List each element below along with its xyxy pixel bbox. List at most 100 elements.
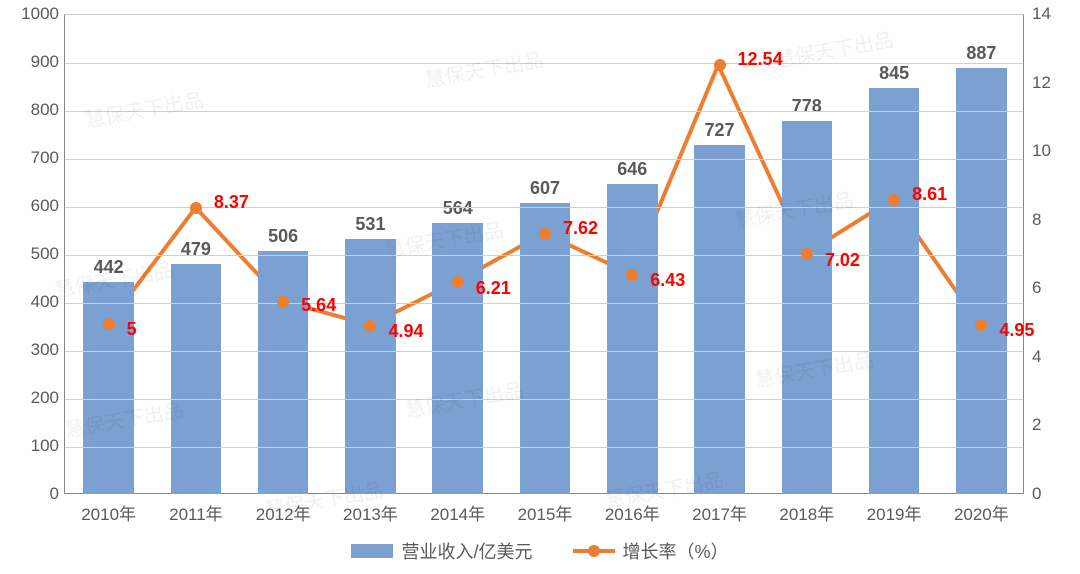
y-left-tick: 800	[9, 100, 59, 120]
bar-group: 506	[258, 14, 309, 494]
x-category-label: 2014年	[414, 500, 501, 525]
bar-group: 479	[171, 14, 222, 494]
y-left-tick: 200	[9, 388, 59, 408]
bar-group: 531	[345, 14, 396, 494]
line-value-label: 7.62	[563, 218, 598, 239]
line-value-label: 6.43	[650, 270, 685, 291]
x-category-label: 2015年	[501, 500, 588, 525]
line-marker	[364, 320, 376, 332]
combo-chart: 442479506531564607646727778845887 2010年2…	[4, 4, 1076, 570]
x-category-label: 2012年	[240, 500, 327, 525]
x-category-label: 2019年	[850, 500, 937, 525]
bar-value-label: 887	[951, 43, 1012, 64]
gridline	[65, 111, 1023, 112]
bar	[520, 203, 571, 494]
gridline	[65, 399, 1023, 400]
x-category-label: 2011年	[152, 500, 239, 525]
x-category-label: 2013年	[327, 500, 414, 525]
bar-group: 607	[520, 14, 571, 494]
line-marker	[801, 248, 813, 260]
line-marker	[975, 319, 987, 331]
bar-value-label: 531	[340, 214, 401, 235]
legend-item-line: 增长率（%）	[573, 538, 729, 564]
y-left-tick: 300	[9, 340, 59, 360]
line-value-label: 8.61	[912, 184, 947, 205]
gridline	[65, 255, 1023, 256]
bar-value-label: 646	[602, 159, 663, 180]
x-category-label: 2017年	[676, 500, 763, 525]
plot-area: 442479506531564607646727778845887 2010年2…	[64, 14, 1024, 494]
gridline	[65, 447, 1023, 448]
legend-label-line: 增长率（%）	[623, 538, 729, 564]
line-marker	[190, 202, 202, 214]
y-right-tick: 4	[1032, 347, 1072, 367]
line-value-label: 7.02	[825, 250, 860, 271]
line-value-label: 5	[127, 319, 137, 340]
bar-value-label: 442	[78, 257, 139, 278]
bar	[782, 121, 833, 494]
line-marker	[277, 296, 289, 308]
legend: 营业收入/亿美元 增长率（%）	[4, 538, 1076, 564]
x-category-label: 2018年	[763, 500, 850, 525]
y-right-tick: 8	[1032, 210, 1072, 230]
bar	[432, 223, 483, 494]
line-marker	[714, 59, 726, 71]
bar	[869, 88, 920, 494]
legend-label-bar: 营业收入/亿美元	[401, 538, 532, 564]
bar-group: 442	[83, 14, 134, 494]
bar-group: 564	[432, 14, 483, 494]
line-value-label: 8.37	[214, 192, 249, 213]
y-left-tick: 0	[9, 484, 59, 504]
y-left-tick: 1000	[9, 4, 59, 24]
y-left-tick: 500	[9, 244, 59, 264]
y-right-tick: 10	[1032, 141, 1072, 161]
bar-value-label: 506	[253, 226, 314, 247]
line-value-label: 12.54	[738, 49, 783, 70]
bar	[345, 239, 396, 494]
y-right-tick: 0	[1032, 484, 1072, 504]
line-marker	[888, 194, 900, 206]
y-right-tick: 12	[1032, 73, 1072, 93]
bar-value-label: 845	[864, 63, 925, 84]
line-value-label: 6.21	[476, 278, 511, 299]
x-category-label: 2016年	[589, 500, 676, 525]
line-marker	[539, 228, 551, 240]
bar	[956, 68, 1007, 494]
bar-value-label: 564	[427, 198, 488, 219]
y-left-tick: 400	[9, 292, 59, 312]
line-marker	[626, 269, 638, 281]
line-marker	[103, 318, 115, 330]
x-category-label: 2010年	[65, 500, 152, 525]
bar	[171, 264, 222, 494]
gridline	[65, 63, 1023, 64]
y-right-tick: 6	[1032, 278, 1072, 298]
gridline	[65, 303, 1023, 304]
bar-value-label: 479	[166, 239, 227, 260]
legend-item-bar: 营业收入/亿美元	[351, 538, 532, 564]
y-left-tick: 900	[9, 52, 59, 72]
y-left-tick: 100	[9, 436, 59, 456]
bar-group: 845	[869, 14, 920, 494]
line-value-label: 5.64	[301, 295, 336, 316]
gridline	[65, 159, 1023, 160]
y-left-tick: 700	[9, 148, 59, 168]
gridline	[65, 351, 1023, 352]
y-right-tick: 2	[1032, 415, 1072, 435]
line-value-label: 4.95	[999, 320, 1034, 341]
bar-value-label: 727	[689, 120, 750, 141]
y-right-tick: 14	[1032, 4, 1072, 24]
gridline	[65, 207, 1023, 208]
bar	[83, 282, 134, 494]
bar-value-label: 778	[776, 96, 837, 117]
bar-value-label: 607	[515, 178, 576, 199]
bar-group: 646	[607, 14, 658, 494]
line-marker	[452, 276, 464, 288]
y-left-tick: 600	[9, 196, 59, 216]
legend-swatch-bar	[351, 544, 393, 558]
x-category-label: 2020年	[938, 500, 1025, 525]
bar-group: 887	[956, 14, 1007, 494]
legend-swatch-line	[573, 544, 615, 558]
bar-group: 727	[694, 14, 745, 494]
bar	[694, 145, 745, 494]
line-value-label: 4.94	[388, 321, 423, 342]
